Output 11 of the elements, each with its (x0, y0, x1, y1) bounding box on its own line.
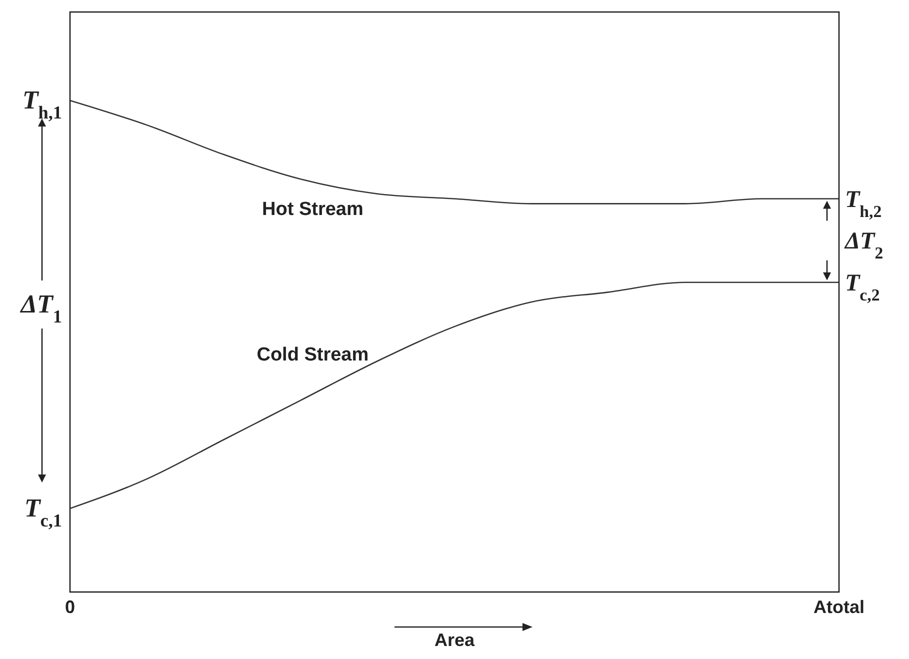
annotation: T$_{c,2}$ (845, 270, 880, 304)
annotation: T$_{c,1}$ (24, 493, 62, 530)
annotation: T$_{h,1}$ (22, 85, 62, 122)
x-tick-label: 0 (64, 596, 76, 617)
text: ΔT$_{1}$ (20, 289, 62, 326)
x-axis-title: Area (434, 630, 476, 650)
x-tick-label: Atotal (814, 596, 864, 617)
series-label: Hot Stream (262, 199, 364, 220)
series-label: Cold Stream (256, 344, 369, 366)
annotation: T$_{h,2}$ (845, 186, 882, 220)
text: ΔT$_{2}$ (844, 228, 884, 262)
